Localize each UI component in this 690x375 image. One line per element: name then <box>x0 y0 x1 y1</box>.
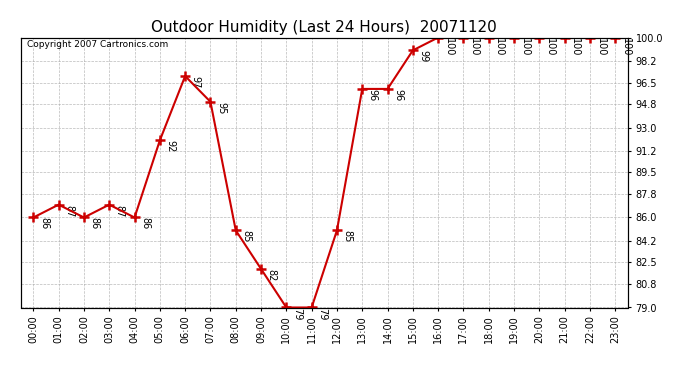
Text: 87: 87 <box>115 205 125 217</box>
Text: 86: 86 <box>39 217 49 230</box>
Text: 99: 99 <box>418 50 428 63</box>
Text: 95: 95 <box>216 102 226 114</box>
Text: 100: 100 <box>520 38 530 56</box>
Text: 79: 79 <box>292 308 302 320</box>
Text: 96: 96 <box>368 89 378 101</box>
Text: 100: 100 <box>444 38 454 56</box>
Text: 100: 100 <box>469 38 479 56</box>
Text: 100: 100 <box>545 38 555 56</box>
Text: 86: 86 <box>90 217 99 230</box>
Text: 97: 97 <box>190 76 201 88</box>
Text: 100: 100 <box>621 38 631 56</box>
Text: 100: 100 <box>595 38 606 56</box>
Text: 92: 92 <box>166 140 175 153</box>
Text: 79: 79 <box>317 308 327 320</box>
Text: 85: 85 <box>342 230 353 243</box>
Title: Outdoor Humidity (Last 24 Hours)  20071120: Outdoor Humidity (Last 24 Hours) 2007112… <box>151 20 497 35</box>
Text: Copyright 2007 Cartronics.com: Copyright 2007 Cartronics.com <box>27 40 168 49</box>
Text: 85: 85 <box>241 230 251 243</box>
Text: 100: 100 <box>494 38 504 56</box>
Text: 100: 100 <box>570 38 580 56</box>
Text: 86: 86 <box>140 217 150 230</box>
Text: 82: 82 <box>266 269 277 281</box>
Text: 87: 87 <box>64 205 75 217</box>
Text: 96: 96 <box>393 89 403 101</box>
